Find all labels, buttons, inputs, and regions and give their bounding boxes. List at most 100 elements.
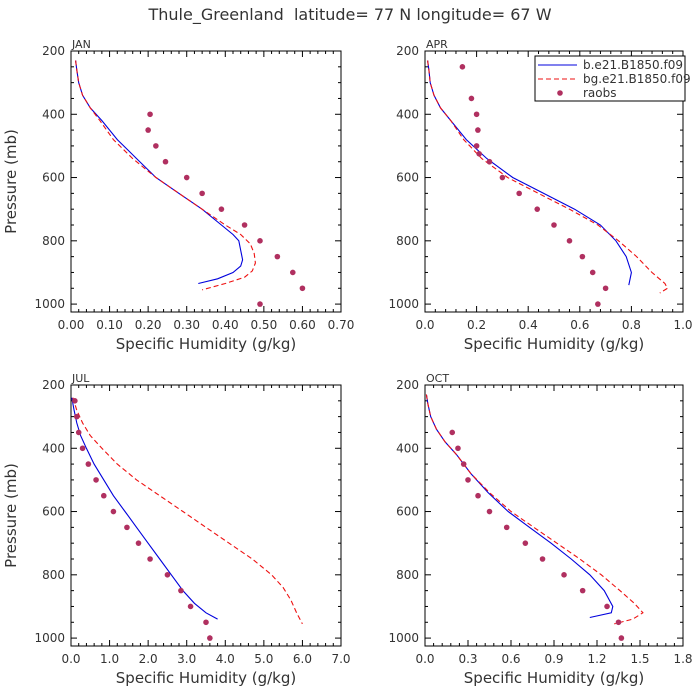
raobs-point [289,269,296,276]
y-tick-label: 800 [42,568,65,582]
raobs-point [124,524,130,531]
x-axis-label: Specific Humidity (g/kg) [464,669,644,687]
y-axis-label: Pressure (mb) [2,463,20,568]
raobs-point [561,572,567,578]
raobs-point [459,64,466,70]
series-line-b-e21-b1850-f09 [71,397,218,620]
raobs-point [475,492,481,499]
raobs-point [503,524,510,531]
panel-apr: APR 0.0 0.2 0.4 0.6 0.8 1.0 200 400 600 800 1000 Spe… [388,38,692,353]
y-tick-label: 600 [42,171,65,185]
y-tick-label: 200 [42,44,65,58]
raobs-point [449,429,456,436]
y-axis-label: Pressure (mb) [2,129,20,234]
raobs-point [100,492,107,499]
raobs-point [164,572,171,578]
x-tick-label: 0.00 [58,318,85,332]
panel-label: APR [426,38,448,51]
series-line-b-e21-b1850-f09 [425,394,614,619]
legend-marker-raobs [557,90,563,96]
raobs-point [145,127,151,133]
raobs-point [455,445,461,452]
x-axis-label: Specific Humidity (g/kg) [464,335,644,353]
raobs-point [274,253,281,260]
raobs-point [579,587,586,594]
x-tick-label: 0.8 [622,318,641,332]
raobs-point [539,556,546,562]
series-line-bg-e21-b1850-f09 [427,60,669,294]
raobs-point [551,222,557,228]
raobs-point [147,556,153,562]
raobs-point [476,151,482,157]
y-tick-label: 1000 [34,297,65,311]
x-tick-label: 4.0 [216,652,235,666]
legend-label: bg.e21.B1850.f09 [583,72,691,86]
raobs-point [85,461,92,467]
x-tick-label: 1.0 [100,652,119,666]
raobs-point [153,143,159,149]
raobs-point [183,174,190,181]
raobs-point [207,635,213,641]
x-axis-label: Specific Humidity (g/kg) [116,335,296,353]
x-tick-label: 0.6 [501,652,520,666]
raobs-point [257,238,263,244]
raobs-point [257,301,263,307]
figure-title: Thule_Greenland latitude= 77 N longitude… [147,5,551,25]
x-tick-label: 0.70 [328,318,355,332]
plot-frame [70,384,342,647]
y-tick-label: 1000 [388,297,419,311]
raobs-point [162,158,169,165]
raobs-point [602,285,609,292]
y-tick-label: 400 [42,441,65,455]
raobs-point [110,508,117,515]
y-tick-label: 800 [42,234,65,248]
x-tick-label: 0.2 [467,318,486,332]
series-line-b-e21-b1850-f09 [75,60,244,285]
raobs-point [72,398,78,404]
x-tick-label: 0.0 [415,318,434,332]
x-tick-label: 0.20 [135,318,162,332]
y-tick-label: 600 [396,171,419,185]
y-tick-label: 200 [42,378,65,392]
x-tick-label: 6.0 [293,652,312,666]
x-tick-label: 0.3 [458,652,477,666]
raobs-point [473,143,480,149]
raobs-point [499,174,506,181]
y-tick-label: 800 [396,234,419,248]
y-tick-label: 1000 [388,631,419,645]
raobs-point [579,253,586,260]
raobs-point [73,413,80,420]
y-tick-label: 1000 [34,631,65,645]
raobs-point [75,429,82,436]
y-tick-label: 400 [42,107,65,121]
panel-jan: JAN 0.00 0.10 0.20 0.30 0.40 0.50 0.60 0.70 200 40… [2,38,354,353]
raobs-point [178,587,184,594]
raobs-point [460,461,467,467]
panel-label: JUL [71,372,90,385]
y-tick-label: 600 [42,505,65,519]
y-tick-label: 400 [396,107,419,121]
raobs-point [486,158,493,165]
raobs-point [93,477,99,483]
raobs-point [604,603,610,610]
x-tick-label: 0.60 [289,318,316,332]
x-tick-label: 0.30 [173,318,200,332]
raobs-point [299,285,306,292]
x-tick-label: 0.9 [544,652,563,666]
y-tick-label: 200 [396,44,419,58]
series-line-bg-e21-b1850-f09 [75,60,256,291]
y-tick-label: 600 [396,505,419,519]
raobs-point [589,269,596,276]
x-tick-label: 0.4 [519,318,538,332]
raobs-point [468,95,475,102]
x-tick-label: 0.0 [61,652,80,666]
legend-label: raobs [583,86,617,100]
panel-label: JAN [71,38,91,51]
raobs-point [615,619,622,626]
raobs-point [522,540,529,546]
raobs-point [534,206,541,212]
x-tick-label: 0.50 [250,318,277,332]
x-tick-label: 0.6 [570,318,589,332]
